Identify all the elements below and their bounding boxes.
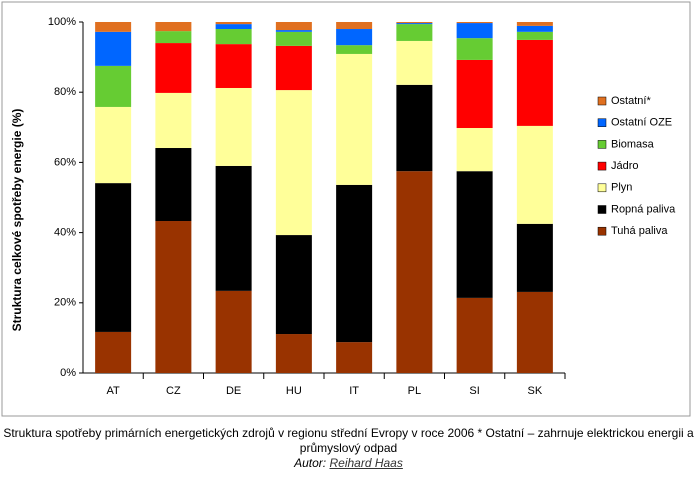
bar-segment [95,31,132,66]
bar-segment [456,297,493,373]
bar-segment [95,331,132,373]
legend-label: Ropná paliva [611,203,676,215]
bar-segment [396,24,433,41]
bar-segment [95,22,132,32]
legend-swatch [597,226,607,236]
bar-segment [396,22,433,24]
bar-segment [275,30,312,32]
bar-segment [516,125,553,224]
bar-segment [336,45,373,54]
caption-text: Struktura spotřeby primárních energetick… [3,426,694,455]
bar-segment [155,221,192,373]
chart: Struktura celkové spotřeby energie (%) 0… [1,1,691,417]
bar-segment [516,39,553,126]
legend-label: Tuhá paliva [611,225,668,237]
legend-swatch [597,96,607,106]
y-tick-label: 100% [48,16,76,28]
bar-segment [275,31,312,46]
x-tick-label: AT [107,385,121,397]
bar-segment [516,31,553,40]
y-tick-label: 20% [54,297,76,309]
bar-segment [95,183,132,332]
bar-segment [456,59,493,129]
bar-segment [336,184,373,343]
legend-swatch [597,183,607,193]
author-link[interactable]: Reihard Haas [329,456,403,470]
bar-segment [456,23,493,39]
legend-label: Biomasa [611,138,655,150]
bar-segment [155,148,192,222]
bar-segment [275,22,312,31]
bar-segment [336,53,373,185]
bar-segment [396,171,433,373]
bar-segment [215,24,252,30]
bar-segment [215,87,252,166]
bar-segment [336,29,373,46]
author: Autor: Reihard Haas [0,456,697,471]
x-tick-label: DE [226,385,241,397]
legend-swatch [597,118,607,127]
bar-segment [396,40,433,85]
legend-label: Ostatní* [611,95,651,107]
bar-segment [336,342,373,373]
legend-swatch [597,205,607,214]
x-tick-label: CZ [166,385,181,397]
bar-segment [155,43,192,93]
x-tick-label: SI [469,385,479,397]
bar-segment [336,22,373,30]
bar-segment [275,235,312,335]
bar-segment [95,65,132,107]
bar-segment [456,22,493,24]
y-tick-label: 0% [60,367,76,379]
author-label: Autor: [294,456,327,470]
bar-segment [396,23,433,25]
bar-segment [516,22,553,26]
bar-segment [456,38,493,60]
bar-segment [155,92,192,149]
x-tick-label: PL [408,385,421,397]
bar-segment [275,90,312,236]
y-tick-label: 80% [54,86,76,98]
y-axis-label: Struktura celkové spotřeby energie (%) [10,109,24,332]
bar-segment [456,128,493,172]
bar-segment [275,334,312,373]
bar-segment [516,291,553,373]
legend-label: Ostatní OZE [611,117,672,129]
bar-segment [516,25,553,32]
bar-segment [456,171,493,298]
bar-segment [95,106,132,184]
bar-segment [155,31,192,44]
bar-segment [215,290,252,373]
bar-segment [396,84,433,172]
legend-label: Jádro [611,160,639,172]
caption: Struktura spotřeby primárních energetick… [0,426,697,471]
y-tick-label: 60% [54,156,76,168]
legend-label: Plyn [611,182,632,194]
x-tick-label: SK [528,385,543,397]
bar-segment [215,22,252,25]
bar-segment [516,223,553,292]
y-tick-label: 40% [54,227,76,239]
x-tick-label: HU [286,385,302,397]
bar-segment [215,165,252,291]
bar-segment [155,22,192,32]
bar-segment [275,45,312,91]
bar-segment [215,29,252,45]
legend-swatch [597,140,607,149]
bar-segment [215,44,252,88]
legend-swatch [597,161,607,171]
x-tick-label: IT [349,385,359,397]
